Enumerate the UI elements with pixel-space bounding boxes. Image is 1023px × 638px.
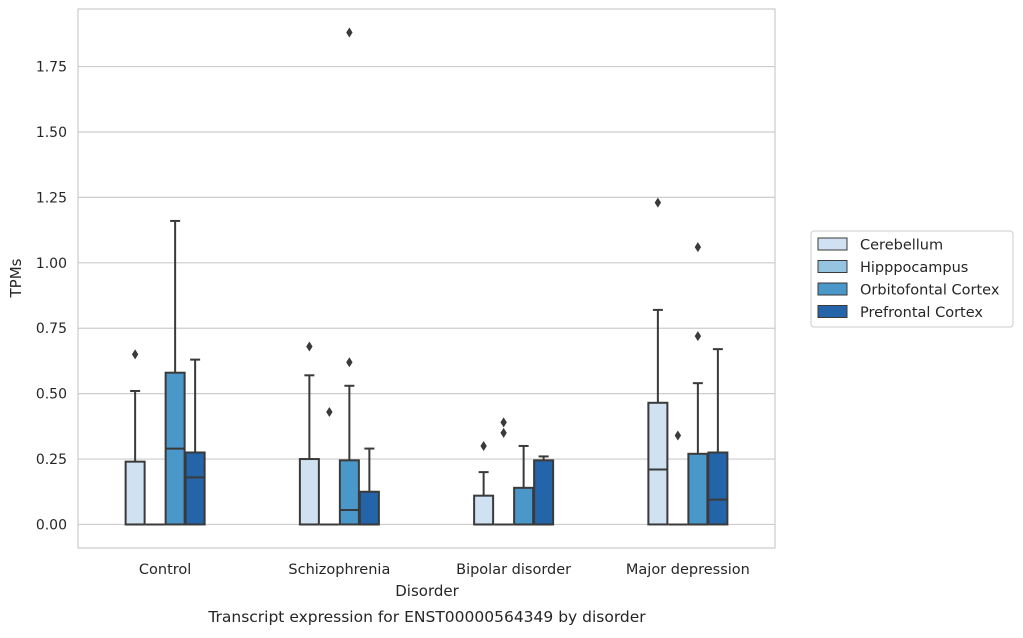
box-major-depression-cerebellum [647, 197, 669, 526]
legend-frame [810, 230, 1014, 328]
y-axis-ticks: 0.00 0.25 0.50 0.75 1.00 1.25 1.50 1.75 [36, 60, 67, 534]
legend-swatch [817, 305, 848, 318]
box-major-depression-hipppocampus [668, 430, 688, 526]
outlier-point [694, 242, 702, 253]
outlier-point [326, 406, 333, 417]
box-body [647, 401, 669, 526]
box-body [338, 459, 360, 526]
box-bipolar-disorder-orbitofontal-cortex [513, 444, 535, 526]
legend-label: Hipppocampus [860, 260, 968, 276]
outlier-point [346, 357, 353, 368]
box-bipolar-disorder-hipppocampus [494, 417, 514, 526]
outlier-point [480, 440, 487, 451]
box-body [687, 452, 709, 526]
y-tick-label: 1.75 [36, 60, 67, 76]
x-tick-label: Control [139, 562, 191, 578]
legend-label: Prefrontal Cortex [860, 305, 983, 321]
legend-label: Orbitofontal Cortex [860, 283, 1000, 299]
box-control-prefrontal-cortex [184, 358, 206, 526]
boxes [124, 27, 729, 526]
box-major-depression-prefrontal-cortex [707, 348, 729, 526]
legend-swatch [817, 237, 848, 251]
x-axis-label: Disorder [395, 582, 459, 600]
box-body [707, 451, 729, 526]
y-tick-label: 0.00 [36, 517, 67, 533]
x-tick-label: Schizophrenia [288, 562, 390, 578]
x-tick-label: Major depression [626, 562, 750, 578]
box-schizophrenia-prefrontal-cortex [358, 447, 380, 526]
box-control-orbitofontal-cortex [164, 219, 186, 526]
box-bipolar-disorder-cerebellum [473, 440, 495, 526]
outlier-point [306, 341, 313, 352]
legend: Cerebellum Hipppocampus Orbitofontal Corte… [810, 230, 1014, 328]
y-tick-label: 0.50 [36, 387, 67, 403]
outlier-point [500, 427, 507, 438]
chart-title: Transcript expression for ENST0000056434… [207, 608, 646, 626]
outlier-point [694, 331, 702, 342]
outlier-point [674, 430, 682, 441]
box-schizophrenia-cerebellum [298, 341, 320, 526]
box-body [513, 486, 535, 526]
y-tick-label: 1.00 [36, 256, 67, 272]
box-body [184, 451, 206, 526]
legend-swatch [817, 282, 848, 296]
box-major-depression-orbitofontal-cortex [687, 242, 709, 526]
box-schizophrenia-hipppocampus [319, 406, 339, 526]
outlier-point [346, 27, 353, 38]
legend-swatch [817, 260, 848, 273]
plot-area-frame [77, 8, 776, 549]
box-body [298, 458, 320, 526]
box-schizophrenia-orbitofontal-cortex [338, 27, 360, 526]
x-tick-label: Bipolar disorder [456, 562, 571, 578]
box-bipolar-disorder-prefrontal-cortex [533, 455, 555, 526]
y-tick-label: 0.25 [36, 452, 67, 468]
box-body [358, 490, 380, 526]
legend-label: Cerebellum [860, 238, 943, 254]
outlier-point [500, 417, 507, 428]
box-body [533, 459, 555, 526]
y-tick-label: 0.75 [36, 321, 67, 337]
box-body [473, 494, 495, 526]
y-tick-label: 1.25 [36, 190, 67, 206]
y-tick-label: 1.50 [36, 125, 67, 141]
box-control-cerebellum [124, 349, 146, 526]
x-axis-ticks: Control Schizophrenia Bipolar disorder Majo… [139, 562, 750, 578]
box-body [124, 460, 146, 526]
outlier-point [131, 349, 139, 360]
y-axis-label: TPMs [7, 258, 25, 298]
outlier-point [654, 197, 662, 208]
